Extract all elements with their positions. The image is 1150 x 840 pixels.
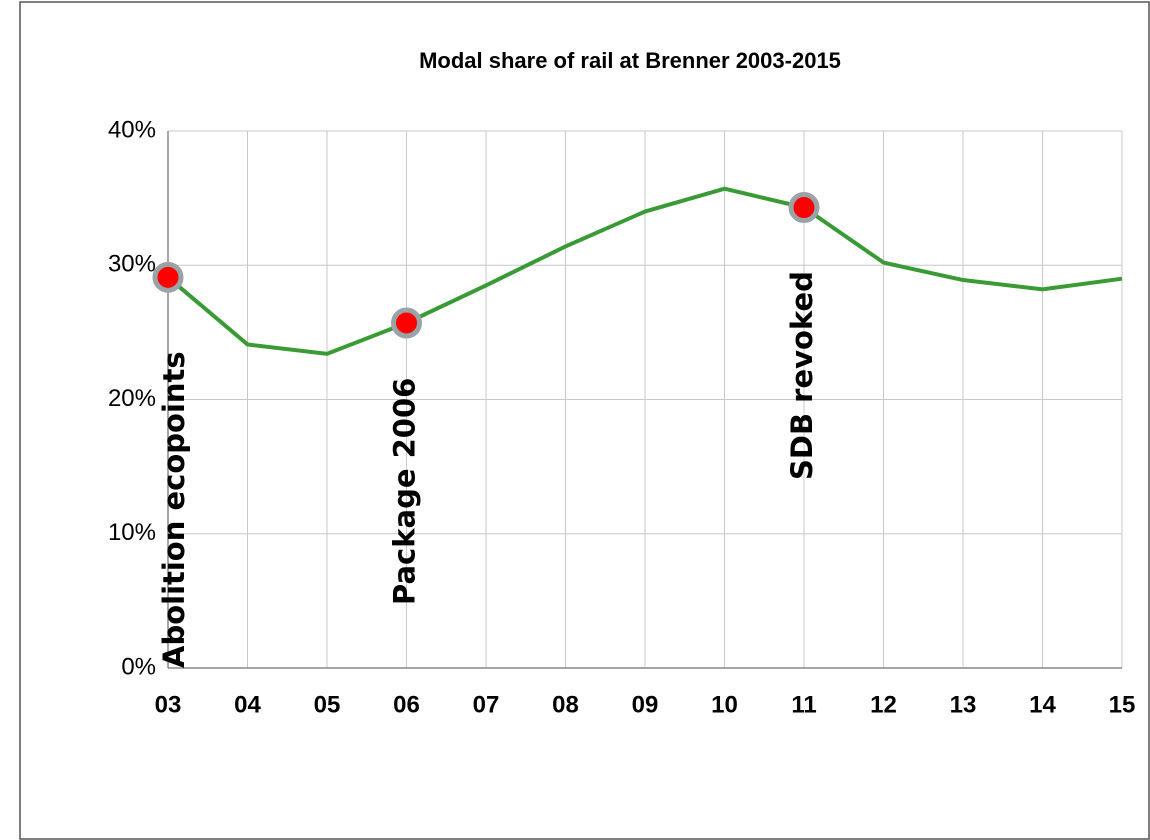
event-marker [391,307,422,339]
data-line [166,186,1123,356]
x-tick-label: 07 [473,691,500,718]
y-tick-label: 0% [121,653,156,680]
x-tick-label: 03 [155,691,182,718]
frame [19,1,1150,840]
event-marker [152,261,184,293]
x-tick-label: 04 [234,691,261,718]
annotation: Abolition ecopoints [157,351,191,668]
x-tick-label: 11 [791,691,816,718]
y-tick-label: 40% [108,116,156,143]
x-tick-label: 13 [950,691,977,718]
x-tick-label: 14 [1029,691,1056,718]
chart-title: Modal share of rail at Brenner 2003-2015 [419,48,841,73]
y-tick-label: 10% [108,519,156,546]
x-tick-label: 15 [1109,691,1136,718]
x-tick-label: 10 [711,691,738,718]
x-tick-label: 06 [393,691,420,718]
event-marker [788,192,820,224]
x-tick-label: 08 [552,691,579,718]
y-tick-label: 30% [108,251,156,278]
x-tick-label: 05 [314,691,341,718]
annotation: SDB revoked [785,271,819,480]
y-tick-label: 20% [108,385,156,412]
x-tick-label: 09 [632,691,659,718]
x-tick-label: 12 [870,691,897,718]
annotation: Package 2006 [388,378,422,605]
